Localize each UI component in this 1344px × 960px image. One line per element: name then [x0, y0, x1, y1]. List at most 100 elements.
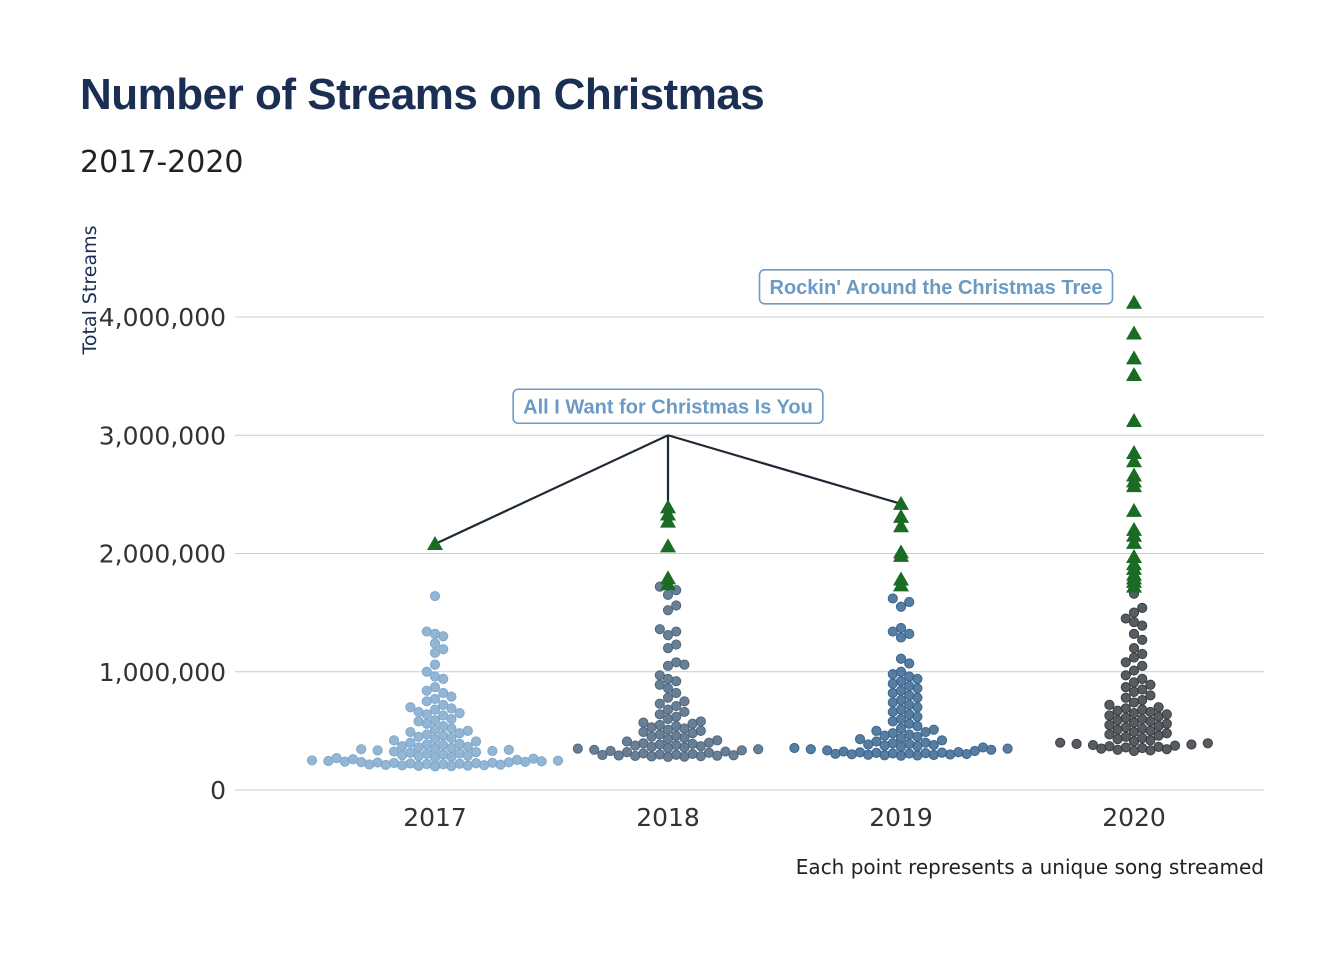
song-point: [405, 737, 416, 748]
song-point: [1137, 704, 1148, 715]
song-point: [429, 704, 441, 715]
chart-caption: Each point represents a unique song stre…: [795, 855, 1264, 879]
song-point: [1120, 712, 1131, 723]
song-point: [904, 709, 915, 720]
song-point: [1137, 660, 1148, 671]
song-point: [671, 730, 682, 741]
song-point: [662, 605, 674, 616]
song-point: [1137, 673, 1148, 684]
annotation-box: [758, 269, 1114, 305]
song-point: [904, 690, 915, 701]
song-point: [1002, 743, 1013, 754]
song-point: [638, 726, 649, 738]
song-point: [895, 685, 907, 696]
song-point: [1120, 742, 1131, 753]
song-point: [638, 748, 649, 759]
song-point: [904, 718, 915, 729]
song-point: [895, 653, 907, 664]
song-point: [904, 748, 915, 759]
song-point: [1120, 722, 1131, 733]
annotation-box: [512, 388, 824, 425]
song-point: [429, 715, 441, 726]
song-point: [1186, 739, 1197, 750]
song-point: [1120, 692, 1131, 703]
song-point: [438, 687, 449, 699]
highlight-triangle: [1126, 325, 1142, 340]
highlight-triangle: [1126, 578, 1142, 593]
song-point: [887, 593, 898, 604]
song-point: [1071, 738, 1082, 749]
song-point: [854, 747, 866, 758]
song-point: [1137, 602, 1148, 613]
song-point: [895, 695, 907, 706]
song-point: [662, 589, 674, 600]
song-point: [421, 626, 432, 637]
song-point: [695, 716, 706, 727]
song-point: [421, 739, 432, 750]
song-point: [1202, 738, 1213, 749]
song-point: [1161, 718, 1172, 729]
y-axis-ticks: 0 1,000,000 2,000,000 3,000,000 4,000,000: [99, 303, 226, 805]
y-tick-label: 3,000,000: [99, 421, 226, 450]
x-tick-label: 2020: [1102, 803, 1166, 832]
song-point: [388, 746, 400, 757]
song-point: [1137, 695, 1148, 706]
song-point: [671, 700, 682, 712]
song-point: [703, 747, 715, 758]
song-point: [904, 699, 915, 710]
annotation-lines: [434, 434, 902, 546]
song-point: [654, 729, 665, 740]
song-point: [405, 702, 416, 713]
highlight-triangle: [893, 508, 909, 523]
song-point: [1145, 690, 1156, 701]
highlight-triangle: [1126, 549, 1142, 564]
highlight-triangle: [1126, 478, 1142, 493]
highlight-triangle: [1126, 527, 1142, 542]
song-point: [838, 746, 849, 757]
annotation-label: Rockin' Around the Christmas Tree: [770, 277, 1103, 299]
song-point: [1137, 648, 1148, 660]
song-point: [895, 713, 907, 725]
highlight-triangle: [1126, 350, 1142, 365]
song-point: [1055, 737, 1066, 748]
song-point: [936, 747, 948, 758]
song-point: [671, 626, 682, 637]
song-point: [953, 747, 964, 758]
song-point: [638, 738, 649, 749]
highlight-triangle: [1126, 366, 1142, 381]
song-point: [487, 757, 498, 768]
song-point: [720, 746, 731, 757]
song-point: [920, 748, 931, 759]
x-axis-ticks: 2017 2018 2019 2020: [403, 803, 1166, 832]
song-point: [904, 658, 915, 669]
song-point: [1120, 703, 1131, 714]
song-point: [895, 622, 907, 634]
y-tick-label: 1,000,000: [99, 658, 226, 687]
song-point: [347, 754, 359, 765]
song-point: [679, 706, 690, 718]
song-point: [1137, 684, 1148, 695]
song-point: [405, 758, 416, 769]
song-point: [429, 671, 441, 682]
highlight-triangle: [1126, 534, 1142, 549]
highlight-triangle: [660, 513, 676, 528]
song-point: [1128, 628, 1140, 640]
song-point: [438, 739, 449, 751]
song-point: [1104, 699, 1115, 710]
song-point: [388, 735, 400, 746]
annotation-connector: [434, 434, 669, 546]
song-point: [388, 757, 400, 769]
song-point: [372, 745, 383, 756]
song-point: [1137, 742, 1148, 754]
song-point: [805, 744, 816, 755]
song-point: [654, 698, 665, 709]
highlight-triangle: [1126, 502, 1142, 517]
song-point: [904, 729, 915, 740]
song-point: [413, 716, 424, 727]
song-point: [605, 745, 616, 757]
song-point: [421, 758, 432, 770]
song-point: [470, 758, 482, 769]
song-point: [1120, 613, 1131, 624]
song-point: [421, 666, 432, 677]
